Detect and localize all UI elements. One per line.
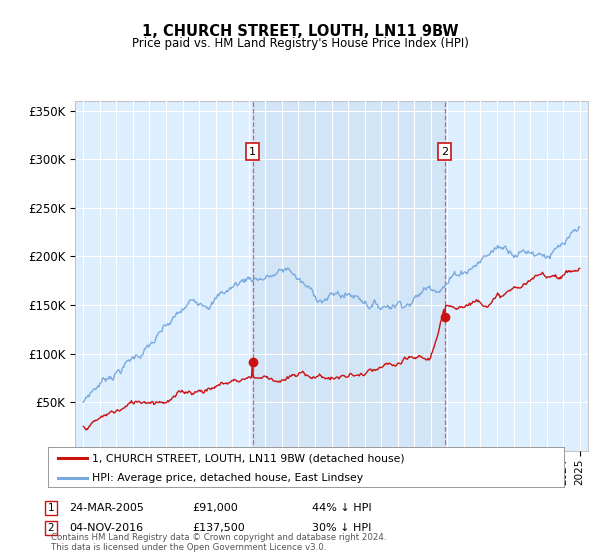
- Text: Contains HM Land Registry data © Crown copyright and database right 2024.
This d: Contains HM Land Registry data © Crown c…: [51, 533, 386, 552]
- Text: 1, CHURCH STREET, LOUTH, LN11 9BW (detached house): 1, CHURCH STREET, LOUTH, LN11 9BW (detac…: [92, 453, 404, 463]
- Text: 1: 1: [47, 503, 55, 513]
- Text: 2: 2: [47, 523, 55, 533]
- Text: Price paid vs. HM Land Registry's House Price Index (HPI): Price paid vs. HM Land Registry's House …: [131, 37, 469, 50]
- Bar: [253, 101, 445, 451]
- Text: 30% ↓ HPI: 30% ↓ HPI: [312, 523, 371, 533]
- Text: 2: 2: [441, 147, 448, 157]
- Text: 04-NOV-2016: 04-NOV-2016: [69, 523, 143, 533]
- Text: 44% ↓ HPI: 44% ↓ HPI: [312, 503, 371, 513]
- Text: HPI: Average price, detached house, East Lindsey: HPI: Average price, detached house, East…: [92, 473, 363, 483]
- Text: 24-MAR-2005: 24-MAR-2005: [69, 503, 144, 513]
- Text: £91,000: £91,000: [192, 503, 238, 513]
- Text: 1: 1: [249, 147, 256, 157]
- Text: £137,500: £137,500: [192, 523, 245, 533]
- Text: 1, CHURCH STREET, LOUTH, LN11 9BW: 1, CHURCH STREET, LOUTH, LN11 9BW: [142, 24, 458, 39]
